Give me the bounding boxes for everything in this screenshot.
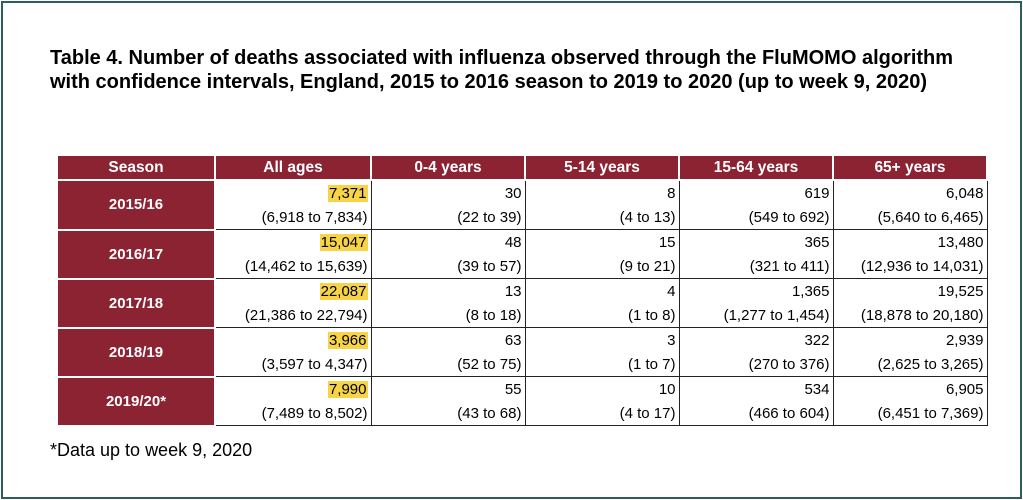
header-5-14: 5-14 years bbox=[524, 154, 680, 181]
table-title: Table 4. Number of deaths associated wit… bbox=[50, 47, 954, 93]
table-row: 2015/16 7,371 30 8 619 6,048 bbox=[56, 179, 988, 231]
season-cell: 2016/17 bbox=[56, 228, 216, 280]
ci-cell: (52 to 75) bbox=[370, 352, 526, 377]
table-row-ci: (7,489 to 8,502) (43 to 68) (4 to 17) (4… bbox=[57, 401, 988, 426]
deaths-table: Season All ages 0-4 years 5-14 years 15-… bbox=[56, 154, 988, 427]
header-65-plus: 65+ years bbox=[832, 154, 988, 181]
ci-cell: (14,462 to 15,639) bbox=[214, 254, 372, 279]
ci-cell: (7,489 to 8,502) bbox=[214, 401, 372, 426]
value-cell: 3,966 bbox=[214, 327, 372, 352]
value-cell: 8 bbox=[524, 179, 680, 205]
value-cell: 63 bbox=[370, 327, 526, 352]
value-cell: 7,990 bbox=[214, 376, 372, 401]
value-cell: 10 bbox=[524, 376, 680, 401]
ci-cell: (3,597 to 4,347) bbox=[214, 352, 372, 377]
value-cell: 322 bbox=[678, 327, 834, 352]
ci-cell: (549 to 692) bbox=[678, 205, 834, 230]
highlighted-value: 3,966 bbox=[327, 331, 368, 349]
ci-cell: (18,878 to 20,180) bbox=[832, 303, 988, 328]
ci-cell: (1 to 8) bbox=[524, 303, 680, 328]
table-row: 2017/18 22,087 13 4 1,365 19,525 bbox=[56, 277, 988, 329]
ci-cell: (9 to 21) bbox=[524, 254, 680, 279]
value-cell: 30 bbox=[370, 179, 526, 205]
season-cell: 2015/16 bbox=[56, 179, 216, 231]
footnote: *Data up to week 9, 2020 bbox=[50, 440, 253, 460]
value-cell: 365 bbox=[678, 229, 834, 254]
ci-cell: (466 to 604) bbox=[678, 401, 834, 426]
ci-cell: (22 to 39) bbox=[370, 205, 526, 230]
ci-cell: (21,386 to 22,794) bbox=[214, 303, 372, 328]
value-cell: 3 bbox=[524, 327, 680, 352]
ci-cell: (2,625 to 3,265) bbox=[832, 352, 988, 377]
ci-cell: (321 to 411) bbox=[678, 254, 834, 279]
ci-cell: (6,451 to 7,369) bbox=[832, 401, 988, 426]
value-cell: 19,525 bbox=[832, 278, 988, 303]
table-row: 2018/19 3,966 63 3 322 2,939 bbox=[56, 326, 988, 378]
ci-cell: (1 to 7) bbox=[524, 352, 680, 377]
ci-cell: (39 to 57) bbox=[370, 254, 526, 279]
season-cell: 2019/20* bbox=[56, 375, 216, 427]
ci-cell: (8 to 18) bbox=[370, 303, 526, 328]
value-cell: 534 bbox=[678, 376, 834, 401]
value-cell: 7,371 bbox=[214, 179, 372, 205]
highlighted-value: 15,047 bbox=[319, 233, 368, 251]
table-row-ci: (6,918 to 7,834) (22 to 39) (4 to 13) (5… bbox=[57, 205, 988, 230]
value-cell: 55 bbox=[370, 376, 526, 401]
season-cell: 2017/18 bbox=[56, 277, 216, 329]
highlighted-value: 7,990 bbox=[327, 380, 368, 398]
header-15-64: 15-64 years bbox=[678, 154, 834, 181]
value-cell: 4 bbox=[524, 278, 680, 303]
value-cell: 6,905 bbox=[832, 376, 988, 401]
value-cell: 2,939 bbox=[832, 327, 988, 352]
header-season: Season bbox=[56, 154, 216, 181]
value-cell: 15 bbox=[524, 229, 680, 254]
ci-cell: (270 to 376) bbox=[678, 352, 834, 377]
season-cell: 2018/19 bbox=[56, 326, 216, 378]
value-cell: 13,480 bbox=[832, 229, 988, 254]
header-0-4: 0-4 years bbox=[370, 154, 526, 181]
ci-cell: (4 to 17) bbox=[524, 401, 680, 426]
table-row: 2019/20* 7,990 55 10 534 6,905 bbox=[56, 375, 988, 427]
header-all-ages: All ages bbox=[214, 154, 372, 181]
ci-cell: (6,918 to 7,834) bbox=[214, 205, 372, 230]
ci-cell: (1,277 to 1,454) bbox=[678, 303, 834, 328]
value-cell: 48 bbox=[370, 229, 526, 254]
table-header-row: Season All ages 0-4 years 5-14 years 15-… bbox=[56, 154, 988, 181]
ci-cell: (12,936 to 14,031) bbox=[832, 254, 988, 279]
value-cell: 6,048 bbox=[832, 179, 988, 205]
ci-cell: (4 to 13) bbox=[524, 205, 680, 230]
ci-cell: (43 to 68) bbox=[370, 401, 526, 426]
table-row: 2016/17 15,047 48 15 365 13,480 bbox=[56, 228, 988, 280]
highlighted-value: 22,087 bbox=[319, 282, 368, 300]
value-cell: 13 bbox=[370, 278, 526, 303]
highlighted-value: 7,371 bbox=[327, 184, 368, 202]
ci-cell: (5,640 to 6,465) bbox=[832, 205, 988, 230]
table-row-ci: (3,597 to 4,347) (52 to 75) (1 to 7) (27… bbox=[57, 352, 988, 377]
value-cell: 22,087 bbox=[214, 278, 372, 303]
value-cell: 15,047 bbox=[214, 229, 372, 254]
value-cell: 619 bbox=[678, 179, 834, 205]
value-cell: 1,365 bbox=[678, 278, 834, 303]
